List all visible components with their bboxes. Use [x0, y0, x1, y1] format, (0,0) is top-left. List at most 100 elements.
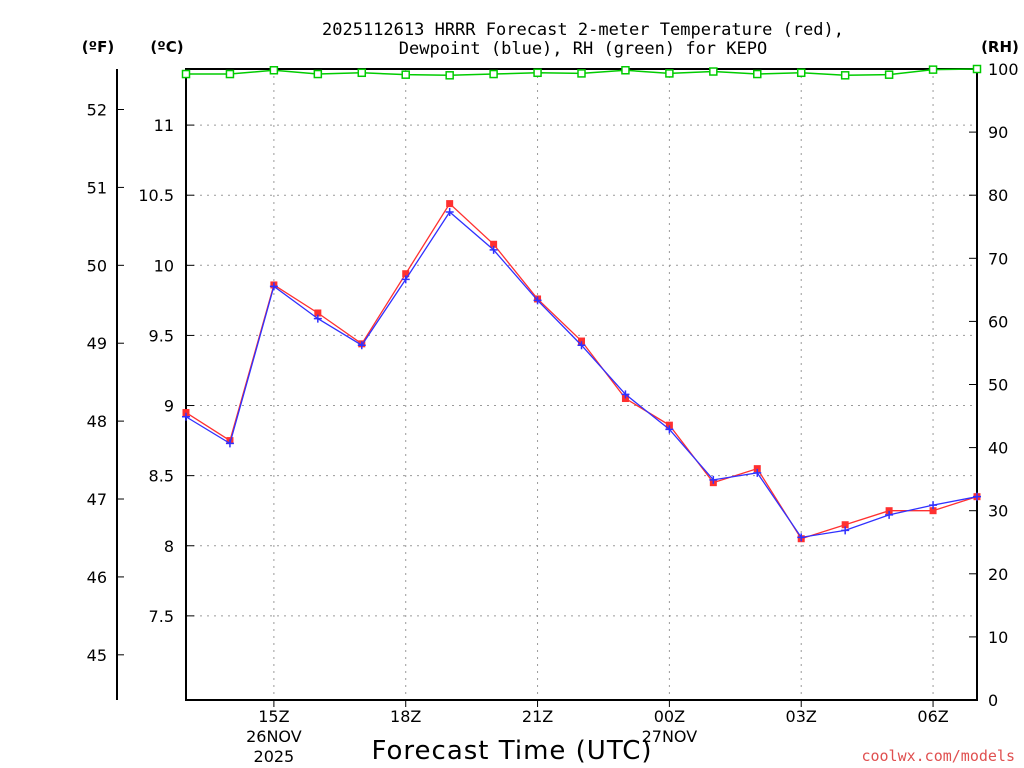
temperature-point: [490, 240, 498, 248]
dewpoint-point: [753, 468, 762, 477]
fahrenheit-tick-label: 45: [87, 646, 107, 665]
dewpoint-point: [182, 412, 190, 421]
dewpoint-point: [313, 314, 322, 323]
fahrenheit-tick-label: 48: [87, 412, 107, 431]
temperature-point: [578, 337, 585, 345]
celsius-tick-label: 9: [164, 397, 174, 416]
x-tick-year: 2025: [254, 747, 295, 766]
dewpoint-point: [973, 492, 981, 501]
rh-tick-label: 10: [988, 628, 1008, 647]
temperature-point: [446, 200, 454, 208]
fahrenheit-tick-label: 52: [87, 101, 107, 120]
dewpoint-point: [885, 510, 894, 519]
dewpoint-point: [225, 439, 234, 448]
rh-tick-label: 60: [988, 312, 1008, 331]
dewpoint-point: [709, 475, 718, 484]
rh-point: [445, 71, 454, 80]
rh-point: [796, 68, 806, 78]
rh-tick-label: 20: [988, 565, 1008, 584]
rh-tick-label: 90: [988, 123, 1008, 142]
rh-point: [709, 67, 718, 76]
dewpoint-point: [401, 275, 410, 284]
rh-point: [621, 66, 630, 75]
x-tick-label: 03Z: [786, 707, 817, 726]
rh-point: [533, 68, 542, 78]
rh-point: [225, 69, 235, 79]
celsius-unit-label: (ºC): [150, 38, 183, 56]
fahrenheit-unit-label: (ºF): [82, 38, 114, 56]
dewpoint-point: [621, 390, 630, 399]
data-series: [181, 64, 982, 543]
rh-point: [884, 70, 894, 79]
dewpoint-point: [665, 425, 674, 434]
celsius-tick-label: 10.5: [138, 186, 174, 205]
fahrenheit-tick-label: 50: [87, 256, 107, 275]
dewpoint-point: [533, 296, 542, 305]
temperature-line: [185, 202, 978, 540]
axes: [116, 68, 978, 707]
dewpoint-point: [489, 245, 498, 254]
x-tick-date: 27NOV: [642, 727, 698, 746]
rh-point: [357, 68, 367, 78]
x-axis-label: Forecast Time (UTC): [371, 736, 652, 766]
chart-title-line-1: 2025112613 HRRR Forecast 2-meter Tempera…: [322, 20, 844, 40]
temperature-point: [665, 421, 673, 429]
dewpoint-line: [185, 211, 978, 539]
fahrenheit-tick-label: 46: [87, 568, 107, 587]
fahrenheit-tick-label: 49: [87, 334, 107, 353]
celsius-tick-label: 8.5: [149, 467, 174, 486]
celsius-tick-label: 11: [154, 116, 174, 135]
rh-tick-label: 0: [988, 691, 998, 710]
temperature-point: [621, 395, 629, 403]
temperature-point: [929, 507, 937, 515]
rh-point: [928, 65, 938, 74]
chart-title-line-2: Dewpoint (blue), RH (green) for KEPO: [399, 39, 767, 59]
celsius-tick-label: 7.5: [149, 607, 174, 626]
rh-point: [840, 71, 850, 80]
rh-point: [753, 69, 762, 79]
x-tick-label: 21Z: [522, 707, 553, 726]
x-tick-label: 15Z: [258, 707, 289, 726]
rh-tick-label: 50: [988, 376, 1008, 395]
dewpoint-point: [797, 533, 806, 542]
rh-point: [181, 69, 191, 79]
rh-point: [313, 69, 323, 79]
plot-frame: [185, 68, 978, 701]
celsius-tick-label: 8: [164, 537, 174, 556]
rh-tick-label: 70: [988, 249, 1008, 268]
rh-point: [972, 64, 982, 74]
rh-tick-label: 30: [988, 502, 1008, 521]
rh-unit-label: (RH): [981, 38, 1019, 56]
temperature-point: [885, 507, 893, 515]
rh-tick-label: 100: [988, 60, 1019, 79]
temperature-point: [314, 309, 322, 317]
dewpoint-point: [357, 341, 366, 350]
x-tick-label: 06Z: [917, 707, 948, 726]
x-tick-date: 26NOV: [246, 727, 302, 746]
rh-tick-label: 80: [988, 186, 1008, 205]
dewpoint-point: [577, 341, 586, 350]
fahrenheit-tick-label: 47: [87, 490, 107, 509]
celsius-tick-label: 10: [154, 256, 174, 275]
x-tick-label: 00Z: [654, 707, 685, 726]
rh-point: [665, 69, 674, 78]
fahrenheit-tick-label: 51: [87, 178, 107, 197]
dewpoint-point: [929, 501, 938, 510]
temperature-point: [182, 409, 190, 417]
rh-point: [577, 69, 586, 78]
dewpoint-point: [841, 526, 850, 535]
celsius-tick-label: 9.5: [149, 326, 174, 345]
credit-text: coolwx.com/models: [861, 747, 1015, 765]
rh-point: [401, 70, 410, 79]
x-tick-label: 18Z: [390, 707, 421, 726]
rh-point: [269, 66, 279, 75]
temperature-point: [753, 465, 761, 473]
grid-lines: [186, 69, 977, 700]
dewpoint-point: [445, 208, 454, 217]
rh-tick-label: 40: [988, 439, 1008, 458]
temperature-point: [841, 521, 849, 529]
rh-point: [489, 69, 498, 79]
temperature-point: [402, 270, 410, 278]
